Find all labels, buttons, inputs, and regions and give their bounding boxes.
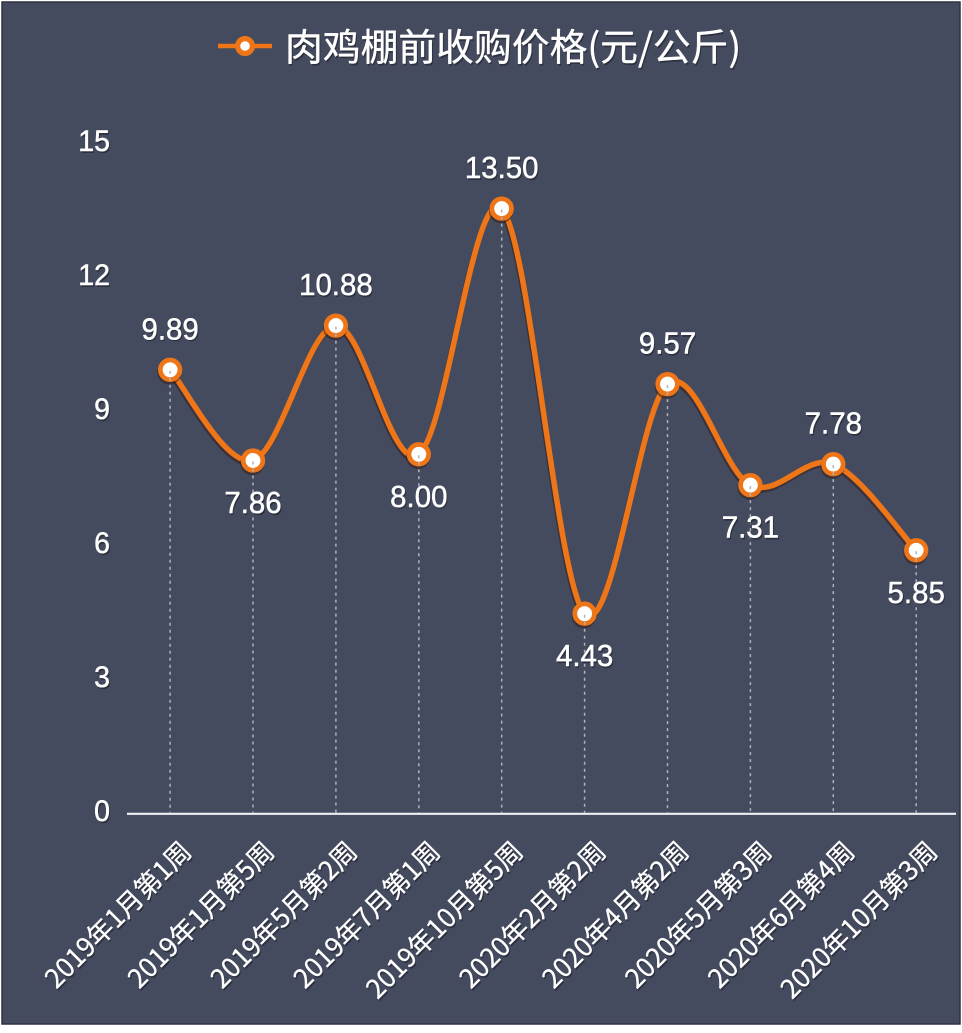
svg-text:12: 12: [78, 259, 110, 292]
svg-text:7.31: 7.31: [722, 511, 779, 545]
svg-text:10.88: 10.88: [299, 268, 373, 302]
svg-text:15: 15: [79, 127, 111, 160]
svg-text:7.78: 7.78: [806, 409, 863, 443]
svg-text:4.43: 4.43: [557, 641, 614, 675]
svg-text:3: 3: [95, 663, 111, 696]
svg-text:5.85: 5.85: [888, 576, 945, 610]
svg-text:10.88: 10.88: [300, 270, 374, 304]
svg-text:9: 9: [95, 395, 111, 428]
svg-text:0: 0: [95, 797, 111, 830]
svg-text:0: 0: [94, 795, 110, 828]
svg-text:7.86: 7.86: [226, 488, 283, 522]
svg-text:9.57: 9.57: [640, 329, 697, 363]
svg-text:4.43: 4.43: [556, 640, 613, 674]
svg-text:7.31: 7.31: [723, 513, 780, 547]
svg-text:5.85: 5.85: [889, 578, 946, 612]
svg-text:3: 3: [94, 661, 110, 694]
svg-text:9: 9: [94, 393, 110, 426]
svg-text:9.89: 9.89: [141, 313, 198, 347]
svg-text:7.86: 7.86: [224, 486, 281, 520]
svg-text:6: 6: [95, 529, 111, 562]
svg-text:6: 6: [94, 527, 110, 560]
svg-text:13.50: 13.50: [465, 151, 539, 185]
svg-text:9.89: 9.89: [143, 315, 200, 349]
svg-text:9.57: 9.57: [639, 327, 696, 361]
svg-text:13.50: 13.50: [466, 153, 540, 187]
svg-text:7.78: 7.78: [805, 407, 862, 441]
svg-text:8.00: 8.00: [391, 482, 448, 516]
svg-text:12: 12: [79, 261, 111, 294]
svg-text:8.00: 8.00: [390, 480, 447, 514]
svg-text:15: 15: [78, 125, 110, 158]
